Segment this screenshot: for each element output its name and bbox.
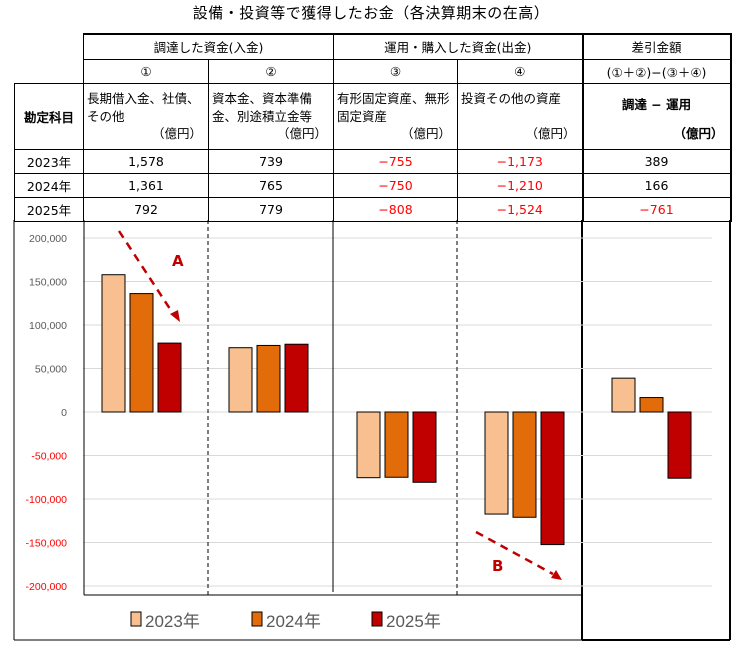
cell: 166 bbox=[581, 172, 732, 198]
table-row: 2025年 792 779 −808 −1,524 −761 bbox=[14, 196, 732, 222]
page-title: 設備・投資等で獲得したお金（各決算期末の在高） bbox=[192, 4, 550, 22]
legend-label: 2023年 bbox=[145, 612, 200, 631]
y-tick-label: -150,000 bbox=[26, 538, 68, 550]
bar-2024年-0 bbox=[129, 293, 154, 413]
group-header-inflow: 調達した資金(入金) bbox=[83, 33, 334, 60]
legend-swatch bbox=[251, 611, 263, 627]
bar-2025年-4 bbox=[667, 411, 692, 479]
y-tick-label: -50,000 bbox=[31, 451, 67, 463]
arrow-a-line bbox=[117, 230, 174, 313]
bar-2023年-3 bbox=[484, 411, 509, 515]
col-number-4: ④ bbox=[457, 58, 583, 84]
group-header-difference: 差引金額 bbox=[581, 33, 732, 60]
legend-label: 2025年 bbox=[386, 612, 441, 631]
bar-2025年-0 bbox=[157, 342, 182, 413]
cell: 779 bbox=[208, 196, 334, 222]
annotation-a: A bbox=[172, 252, 184, 270]
col-desc-1: 長期借入金、社債、その他 （億円） bbox=[83, 82, 209, 150]
cell: −1,173 bbox=[457, 148, 583, 174]
col-number-2: ② bbox=[208, 58, 334, 84]
bar-2025年-3 bbox=[540, 411, 565, 546]
legend-swatch bbox=[371, 611, 383, 627]
y-tick-label: -200,000 bbox=[26, 581, 68, 593]
bar-2023年-2 bbox=[356, 411, 381, 479]
bar-2024年-4 bbox=[639, 397, 664, 413]
arrow-b-line bbox=[475, 530, 554, 576]
bar-2023年-1 bbox=[228, 347, 253, 413]
y-tick-label: 200,000 bbox=[29, 233, 67, 245]
y-tick-label: 150,000 bbox=[29, 277, 67, 289]
legend-label: 2024年 bbox=[266, 612, 321, 631]
y-tick-label: 100,000 bbox=[29, 320, 67, 332]
col-desc-4: 投資その他の資産 （億円） bbox=[457, 82, 583, 150]
row-year: 2025年 bbox=[14, 196, 84, 222]
bar-2023年-0 bbox=[101, 274, 126, 413]
bar-2025年-2 bbox=[412, 411, 437, 483]
cell: 1,361 bbox=[83, 172, 209, 198]
cell: −761 bbox=[581, 196, 732, 222]
table-row: 2023年 1,578 739 −755 −1,173 389 bbox=[14, 148, 732, 174]
col-desc-3: 有形固定資産、無形固定資産 （億円） bbox=[333, 82, 458, 150]
y-tick-label: 0 bbox=[61, 407, 67, 419]
row-year: 2023年 bbox=[14, 148, 84, 174]
col-number-3: ③ bbox=[333, 58, 458, 84]
arrow-b-head-icon bbox=[551, 570, 562, 580]
data-table: 調達した資金(入金) 運用・購入した資金(出金) 差引金額 ① ② ③ ④ (①… bbox=[14, 33, 732, 222]
y-tick-label: 50,000 bbox=[35, 364, 67, 376]
bar-2024年-1 bbox=[256, 344, 281, 413]
group-header-outflow: 運用・購入した資金(出金) bbox=[333, 33, 583, 60]
col-desc-5: 調達 − 運用 （億円） bbox=[581, 82, 732, 150]
cell: 389 bbox=[581, 148, 732, 174]
bar-2025年-1 bbox=[284, 343, 309, 413]
cell: −1,524 bbox=[457, 196, 583, 222]
bar-2024年-3 bbox=[512, 411, 537, 518]
cell: −808 bbox=[333, 196, 458, 222]
cell: 792 bbox=[83, 196, 209, 222]
bar-2024年-2 bbox=[384, 411, 409, 478]
row-year: 2024年 bbox=[14, 172, 84, 198]
bar-2023年-4 bbox=[611, 377, 636, 413]
y-tick-label: -100,000 bbox=[26, 494, 68, 506]
legend-swatch bbox=[130, 611, 142, 627]
arrow-a-head-icon bbox=[170, 310, 180, 322]
annotation-b: B bbox=[492, 557, 503, 575]
